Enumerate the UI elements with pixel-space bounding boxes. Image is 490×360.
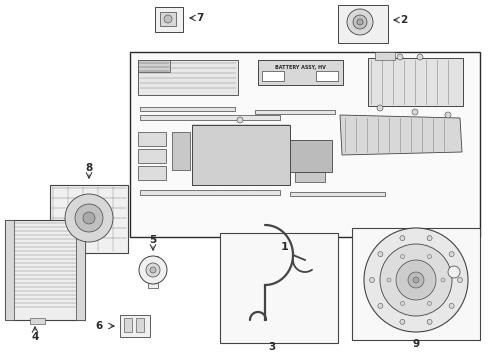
Circle shape — [237, 117, 243, 123]
Bar — [290, 140, 332, 172]
Circle shape — [448, 266, 460, 278]
Bar — [192, 125, 290, 185]
Circle shape — [164, 15, 172, 23]
Circle shape — [449, 252, 454, 257]
Bar — [138, 166, 166, 180]
Text: 4: 4 — [31, 332, 39, 342]
Circle shape — [427, 319, 432, 324]
Circle shape — [397, 54, 403, 60]
Bar — [30, 318, 45, 324]
Circle shape — [139, 256, 167, 284]
Bar — [140, 107, 235, 111]
Bar — [148, 283, 158, 288]
Bar — [50, 185, 128, 253]
Circle shape — [413, 277, 419, 283]
Circle shape — [378, 303, 383, 309]
Circle shape — [458, 278, 463, 283]
Circle shape — [396, 260, 436, 300]
Bar — [295, 172, 325, 182]
Bar — [160, 12, 176, 26]
Bar — [316, 71, 338, 81]
Text: 9: 9 — [413, 339, 419, 349]
Bar — [375, 52, 395, 60]
Circle shape — [427, 301, 432, 305]
Text: 7: 7 — [196, 13, 204, 23]
Circle shape — [408, 272, 424, 288]
Circle shape — [83, 212, 95, 224]
Circle shape — [400, 301, 405, 305]
Circle shape — [364, 228, 468, 332]
Bar — [155, 7, 183, 32]
Bar — [172, 132, 190, 170]
Text: 5: 5 — [149, 235, 157, 245]
Bar — [136, 318, 144, 332]
Circle shape — [400, 236, 405, 240]
Circle shape — [377, 105, 383, 111]
Text: 8: 8 — [85, 163, 93, 173]
Text: 1: 1 — [281, 242, 289, 252]
Bar — [138, 132, 166, 146]
Circle shape — [369, 278, 374, 283]
Circle shape — [449, 303, 454, 309]
Bar — [290, 192, 385, 196]
Circle shape — [150, 267, 156, 273]
Circle shape — [380, 244, 452, 316]
Bar — [262, 71, 284, 81]
Circle shape — [427, 236, 432, 240]
Bar — [140, 115, 280, 120]
Text: 2: 2 — [400, 15, 408, 25]
Bar — [258, 60, 343, 85]
Circle shape — [445, 112, 451, 118]
Bar — [5, 220, 14, 320]
Bar — [130, 52, 480, 237]
Circle shape — [146, 263, 160, 277]
Polygon shape — [340, 115, 462, 155]
Circle shape — [353, 15, 367, 29]
Bar — [138, 60, 170, 72]
Circle shape — [400, 255, 405, 258]
Bar — [255, 110, 335, 114]
Text: 6: 6 — [96, 321, 103, 331]
Text: 3: 3 — [269, 342, 275, 352]
Bar — [220, 233, 338, 343]
Bar — [5, 220, 85, 320]
Circle shape — [75, 204, 103, 232]
Bar — [368, 58, 463, 106]
Text: BATTERY ASSY, HV: BATTERY ASSY, HV — [274, 64, 325, 69]
Circle shape — [441, 278, 445, 282]
Bar — [140, 190, 280, 195]
Circle shape — [347, 9, 373, 35]
Circle shape — [417, 54, 423, 60]
Bar — [138, 149, 166, 163]
Circle shape — [387, 278, 391, 282]
Bar — [124, 318, 132, 332]
Circle shape — [400, 319, 405, 324]
Circle shape — [65, 194, 113, 242]
Bar — [76, 220, 85, 320]
Circle shape — [357, 19, 363, 25]
Bar — [120, 315, 150, 337]
Circle shape — [427, 255, 432, 258]
Circle shape — [378, 252, 383, 257]
Bar — [148, 256, 158, 262]
Circle shape — [412, 109, 418, 115]
Bar — [138, 60, 238, 95]
Bar — [352, 228, 480, 340]
Bar — [338, 5, 388, 43]
